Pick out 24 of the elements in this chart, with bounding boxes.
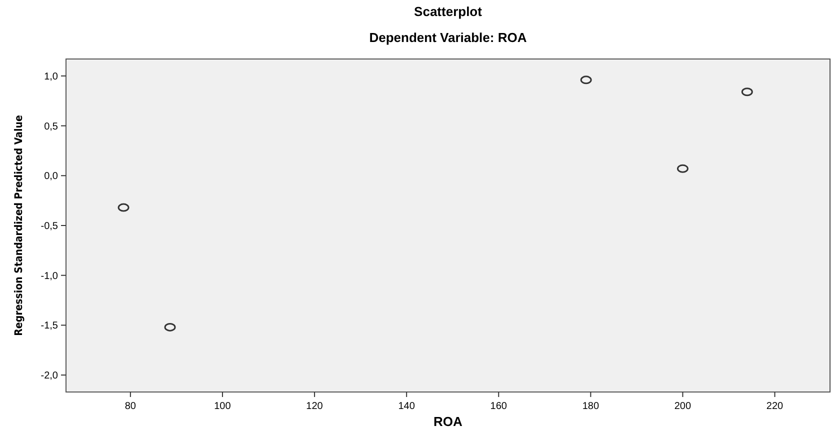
x-tick-label: 220	[766, 401, 784, 412]
y-axis-title: Regression Standardized Predicted Value	[13, 115, 25, 336]
y-tick-label: -1,0	[40, 270, 58, 282]
y-tick-label: -0,5	[40, 221, 58, 232]
chart-subtitle: Dependent Variable: ROA	[369, 30, 528, 45]
y-tick-label: -2,0	[40, 370, 58, 382]
y-tick-label: 1,0	[44, 71, 58, 82]
y-tick-label: 0,5	[44, 121, 58, 132]
x-tick-label: 200	[674, 401, 692, 412]
x-tick-label: 80	[124, 401, 136, 412]
point	[580, 76, 592, 84]
point	[164, 322, 176, 332]
x-tick-label: 120	[306, 401, 324, 412]
y-tick-label: -1,5	[40, 320, 58, 332]
point	[118, 203, 130, 212]
chart-title: Scatterplot	[414, 4, 483, 19]
y-tick-label: 0,0	[44, 171, 58, 182]
x-tick-label: 180	[582, 401, 600, 412]
point	[676, 164, 688, 173]
point	[741, 88, 753, 96]
x-axis-title: ROA	[434, 414, 464, 429]
x-tick-label: 140	[398, 401, 416, 412]
x-tick-label: 160	[490, 401, 508, 412]
x-tick-label: 100	[214, 401, 232, 412]
